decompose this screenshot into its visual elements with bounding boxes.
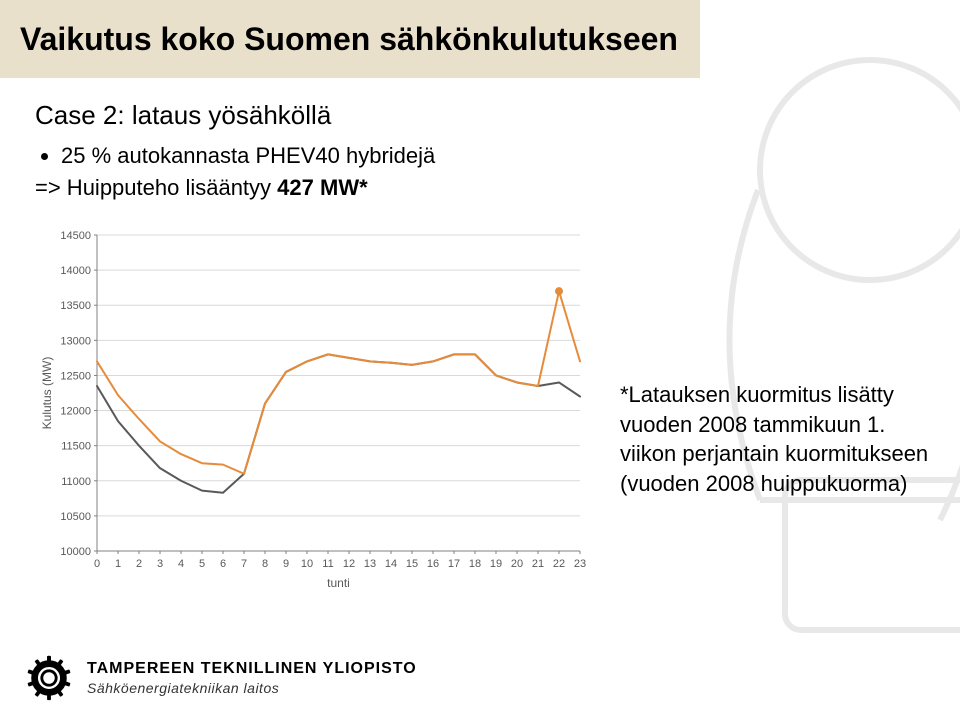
lab-name: Sähköenergiatekniikan laitos	[87, 680, 417, 696]
background-art	[640, 0, 960, 640]
chart: 10000 10500 11000 11500 12000 12500 13000 13500…	[35, 225, 590, 595]
bullet-list: 25 % autokannasta PHEV40 hybridejä => Hu…	[35, 143, 435, 201]
svg-text:15: 15	[406, 558, 418, 570]
svg-text:12: 12	[343, 558, 355, 570]
university-name: TAMPEREEN TEKNILLINEN YLIOPISTO	[87, 660, 417, 678]
page-title: Vaikutus koko Suomen sähkönkulutukseen	[20, 21, 678, 58]
svg-text:4: 4	[178, 558, 184, 570]
svg-text:3: 3	[157, 558, 163, 570]
svg-text:10000: 10000	[60, 546, 91, 558]
svg-text:22: 22	[553, 558, 565, 570]
svg-text:21: 21	[532, 558, 544, 570]
bullet-1: 25 % autokannasta PHEV40 hybridejä	[61, 143, 435, 169]
svg-text:10: 10	[301, 558, 313, 570]
gear-icon	[25, 654, 73, 702]
svg-text:tunti: tunti	[327, 576, 350, 590]
svg-text:13000: 13000	[60, 335, 91, 347]
svg-text:19: 19	[490, 558, 502, 570]
svg-text:12000: 12000	[60, 406, 91, 418]
title-band: Vaikutus koko Suomen sähkönkulutukseen	[0, 0, 700, 78]
svg-text:0: 0	[94, 558, 100, 570]
case-line: Case 2: lataus yösähköllä	[35, 100, 435, 131]
svg-text:Kulutus (MW): Kulutus (MW)	[40, 357, 54, 430]
svg-text:18: 18	[469, 558, 481, 570]
svg-text:6: 6	[220, 558, 226, 570]
bullet-2-prefix: => Huipputeho lisääntyy	[35, 175, 277, 200]
svg-text:9: 9	[283, 558, 289, 570]
svg-text:7: 7	[241, 558, 247, 570]
svg-text:1: 1	[115, 558, 121, 570]
svg-text:16: 16	[427, 558, 439, 570]
footer-text: TAMPEREEN TEKNILLINEN YLIOPISTO Sähköene…	[87, 660, 417, 696]
svg-text:17: 17	[448, 558, 460, 570]
svg-text:10500: 10500	[60, 511, 91, 523]
slide: Vaikutus koko Suomen sähkönkulutukseen C…	[0, 0, 960, 720]
bullet-2: => Huipputeho lisääntyy 427 MW*	[35, 175, 435, 201]
sidenote: *Latauksen kuormitus lisätty vuoden 2008…	[620, 380, 930, 499]
svg-text:13500: 13500	[60, 300, 91, 312]
svg-text:11: 11	[322, 558, 333, 570]
svg-text:23: 23	[574, 558, 586, 570]
svg-text:20: 20	[511, 558, 523, 570]
svg-text:2: 2	[136, 558, 142, 570]
svg-text:14000: 14000	[60, 265, 91, 277]
chart-svg: 10000 10500 11000 11500 12000 12500 13000 13500…	[35, 225, 590, 595]
svg-text:12500: 12500	[60, 370, 91, 382]
bullet-2-bold: 427 MW*	[277, 175, 367, 200]
footer: TAMPEREEN TEKNILLINEN YLIOPISTO Sähköene…	[25, 654, 417, 702]
svg-text:5: 5	[199, 558, 205, 570]
svg-text:14: 14	[385, 558, 397, 570]
svg-text:14500: 14500	[60, 230, 91, 242]
svg-text:8: 8	[262, 558, 268, 570]
svg-text:13: 13	[364, 558, 376, 570]
subhead: Case 2: lataus yösähköllä 25 % autokanna…	[35, 100, 435, 207]
svg-text:11500: 11500	[61, 441, 91, 453]
svg-text:11000: 11000	[61, 476, 91, 488]
